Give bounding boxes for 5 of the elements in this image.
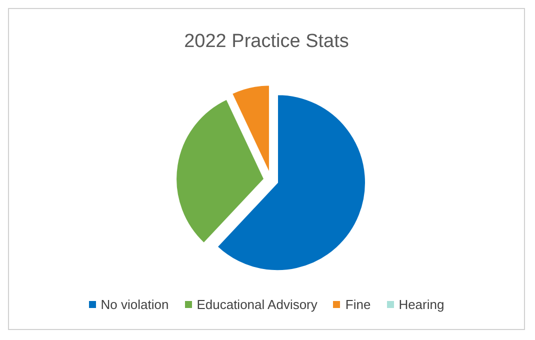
legend-label: Fine — [344, 297, 371, 312]
legend-label: No violation — [100, 297, 169, 312]
legend-label: Educational Advisory — [196, 297, 318, 312]
chart-title: 2022 Practice Stats — [183, 31, 350, 53]
legend-label: Hearing — [398, 297, 444, 312]
